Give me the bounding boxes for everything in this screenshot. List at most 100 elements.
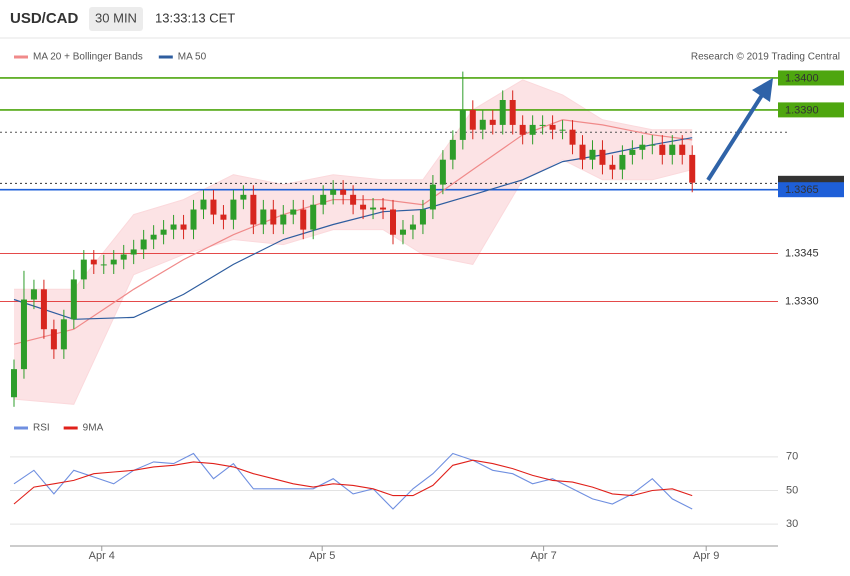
candle-body xyxy=(10,369,17,398)
candle-body xyxy=(639,144,646,150)
legend-label: 9MA xyxy=(83,423,104,434)
candle-body xyxy=(310,204,317,230)
candle-body xyxy=(180,224,187,230)
candle-body xyxy=(200,199,207,210)
candle-body xyxy=(70,279,77,320)
candle-body xyxy=(240,194,247,200)
legend-label: RSI xyxy=(33,423,50,434)
interval-box xyxy=(89,7,143,31)
candle-body xyxy=(170,224,177,230)
candle-body xyxy=(270,209,277,225)
candle-body xyxy=(90,259,97,265)
y-tick-label: 50 xyxy=(786,484,798,496)
candle-body xyxy=(120,254,127,260)
credit: Research © 2019 Trading Central xyxy=(691,52,840,63)
candle-body xyxy=(429,184,436,210)
candle-body xyxy=(280,214,287,225)
level-label: 1.3345 xyxy=(785,247,819,259)
candle-body xyxy=(190,209,197,230)
candle-body xyxy=(380,207,387,210)
x-tick-label: Apr 5 xyxy=(309,550,335,562)
bollinger-upper xyxy=(14,79,693,290)
candle-body xyxy=(689,154,696,183)
candle-body xyxy=(250,194,257,225)
candle-body xyxy=(509,99,516,125)
candle-body xyxy=(609,164,616,170)
candle-body xyxy=(340,189,347,195)
forecast-arrowhead xyxy=(752,78,773,102)
candle-body xyxy=(320,194,327,205)
x-tick-label: Apr 9 xyxy=(693,550,719,562)
x-tick-label: Apr 4 xyxy=(89,550,115,562)
legend-label: MA 20 + Bollinger Bands xyxy=(33,52,143,63)
candle-body xyxy=(479,119,486,130)
candle-body xyxy=(519,124,526,135)
level-label: 1.3390 xyxy=(785,104,819,116)
candle-body xyxy=(529,124,536,135)
candle-body xyxy=(40,289,47,330)
candle-body xyxy=(110,259,117,265)
candle-body xyxy=(569,129,576,145)
candle-body xyxy=(449,139,456,160)
candle-body xyxy=(559,129,566,131)
bollinger-band xyxy=(14,79,693,405)
candle-body xyxy=(370,207,377,210)
candle-body xyxy=(499,99,506,125)
x-tick-label: Apr 7 xyxy=(530,550,556,562)
candle-body xyxy=(60,319,67,350)
candle-body xyxy=(659,144,666,155)
bollinger-lower xyxy=(13,159,693,405)
candle-body xyxy=(30,289,37,300)
indicator-line xyxy=(13,459,693,505)
candle-body xyxy=(140,239,147,250)
candle-body xyxy=(230,199,237,220)
candle-body xyxy=(649,144,656,146)
candle-body xyxy=(459,109,466,140)
y-tick-label: 70 xyxy=(786,451,798,463)
candle-body xyxy=(130,249,137,255)
candle-body xyxy=(399,229,406,235)
candle-body xyxy=(409,224,416,230)
candle-body xyxy=(350,194,357,205)
candle-body xyxy=(669,144,676,155)
indicator-line xyxy=(13,452,693,510)
level-label: 1.3400 xyxy=(785,72,819,84)
candle-body xyxy=(80,259,87,280)
candle-body xyxy=(100,264,107,266)
candle-body xyxy=(50,329,57,350)
candle-body xyxy=(549,124,556,130)
symbol: USD/CAD xyxy=(10,10,79,27)
candle-body xyxy=(619,154,626,170)
level-label: 1.3365 xyxy=(785,184,819,196)
legend-label: MA 50 xyxy=(178,52,207,63)
rsi-panel: RSI 9MA 30 50 70 Apr 4 Apr 5 Apr 7 Apr 9 xyxy=(10,423,798,562)
candle-body xyxy=(160,229,167,235)
candle-body xyxy=(539,124,546,126)
candle-body xyxy=(629,149,636,155)
level-label-box xyxy=(778,182,844,198)
candle-body xyxy=(220,214,227,220)
candle-body xyxy=(330,189,337,195)
time: 13:33:13 CET xyxy=(155,10,235,25)
level-label-box xyxy=(778,70,844,86)
candle-body xyxy=(390,209,397,235)
candle-body xyxy=(300,209,307,230)
candle-body xyxy=(360,204,367,210)
y-tick-label: 30 xyxy=(786,518,798,530)
candle-body xyxy=(20,299,27,370)
candle-body xyxy=(599,149,606,165)
candle-body xyxy=(210,199,217,215)
candle-body xyxy=(469,109,476,130)
candle-body xyxy=(679,144,686,155)
forecast-arrow xyxy=(706,90,766,182)
candle-body xyxy=(260,209,267,225)
candle-body xyxy=(439,159,446,185)
candle-body xyxy=(419,209,426,225)
candle-body xyxy=(579,144,586,160)
interval: 30 MIN xyxy=(95,10,137,25)
level-label: 1.3330 xyxy=(785,295,819,307)
price-panel: MA 20 + Bollinger Bands MA 50 1.3400 1.3390… xyxy=(0,52,844,407)
candle-body xyxy=(150,234,157,240)
